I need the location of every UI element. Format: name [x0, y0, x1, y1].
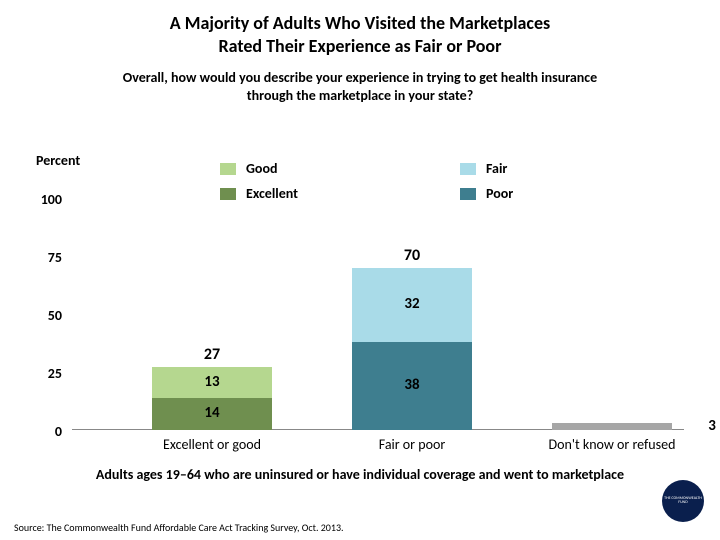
bar-chart: 0 25 50 75 100 14 13 27 Excellent or good 38 32 70 F…	[0, 0, 720, 540]
population-note: Adults ages 19–64 who are uninsured or h…	[0, 466, 720, 483]
bar-value-label: 13	[152, 375, 272, 390]
bar-value-label: 14	[152, 406, 272, 421]
bar-segment	[552, 423, 672, 430]
bar-total-label: 27	[152, 347, 272, 363]
bar-value-label: 32	[352, 297, 472, 312]
ytick-label: 0	[0, 423, 62, 440]
category-label: Don't know or refused	[522, 436, 702, 453]
bar-group: 14 13 27	[152, 198, 272, 430]
bar-total-label: 70	[352, 248, 472, 264]
ytick-label: 75	[0, 249, 62, 266]
category-label: Fair or poor	[322, 436, 502, 453]
bar-group: 3	[552, 198, 672, 430]
category-label: Excellent or good	[122, 436, 302, 453]
ytick-label: 25	[0, 365, 62, 382]
ytick-label: 100	[0, 191, 62, 208]
source-text: Source: The Commonwealth Fund Affordable…	[14, 521, 344, 534]
commonwealth-fund-logo: THE COMMONWEALTH FUND	[662, 480, 704, 522]
bar-value-label: 3	[692, 419, 720, 434]
ytick-label: 50	[0, 307, 62, 324]
logo-text: THE COMMONWEALTH FUND	[662, 497, 704, 506]
bar-value-label: 38	[352, 378, 472, 393]
bar-group: 38 32 70	[352, 198, 472, 430]
